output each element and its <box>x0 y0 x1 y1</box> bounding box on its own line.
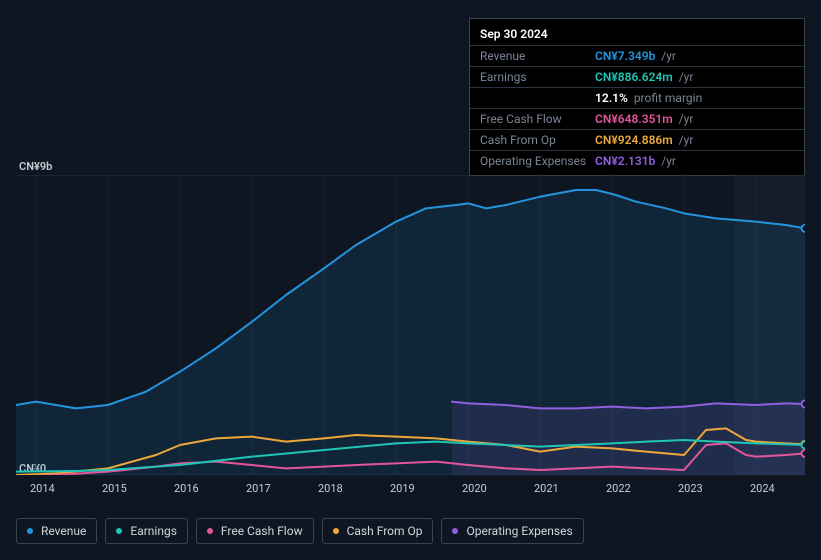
tooltip-row: EarningsCN¥886.624m /yr <box>470 66 804 87</box>
tooltip-metric-value: 12.1% <box>595 91 628 105</box>
tooltip-metric-suffix: profit margin <box>631 91 702 105</box>
y-axis-max-label: CN¥9b <box>19 160 52 173</box>
tooltip-metric-label <box>480 91 595 105</box>
x-axis-label: 2016 <box>166 482 199 495</box>
tooltip-metric-value: CN¥648.351m <box>595 112 673 126</box>
series-end-marker <box>802 442 806 449</box>
x-axis-label: 2023 <box>670 482 703 495</box>
legend-dot <box>452 528 458 534</box>
tooltip-metric-suffix: /yr <box>676 70 694 84</box>
legend-dot <box>27 528 33 534</box>
legend-label: Cash From Op <box>347 524 423 538</box>
tooltip-metric-suffix: /yr <box>676 112 694 126</box>
tooltip-row: Cash From OpCN¥924.886m /yr <box>470 129 804 150</box>
x-axis-label: 2015 <box>94 482 127 495</box>
tooltip-metric-value: CN¥7.349b <box>595 49 655 63</box>
legend-earnings[interactable]: Earnings <box>105 518 188 544</box>
legend-fcf[interactable]: Free Cash Flow <box>196 518 314 544</box>
series-end-marker <box>802 225 806 232</box>
x-axis-label: 2022 <box>598 482 631 495</box>
x-axis-label: 2018 <box>310 482 343 495</box>
x-axis-label: 2024 <box>742 482 775 495</box>
legend-label: Free Cash Flow <box>221 524 303 538</box>
series-fill-opex <box>452 402 805 475</box>
tooltip-metric-label: Free Cash Flow <box>480 112 595 126</box>
legend-label: Operating Expenses <box>466 524 572 538</box>
tooltip-metric-label: Earnings <box>480 70 595 84</box>
chart-legend: Revenue Earnings Free Cash Flow Cash From O… <box>16 518 584 544</box>
legend-cfo[interactable]: Cash From Op <box>322 518 434 544</box>
series-end-marker <box>802 450 806 457</box>
legend-label: Revenue <box>41 524 86 538</box>
x-axis-label: 2019 <box>382 482 415 495</box>
x-axis-label: 2020 <box>454 482 487 495</box>
tooltip-row: 12.1% profit margin <box>470 87 804 108</box>
tooltip-metric-label: Cash From Op <box>480 133 595 147</box>
x-axis-label: 2014 <box>22 482 55 495</box>
tooltip-metric-value: CN¥924.886m <box>595 133 673 147</box>
tooltip-metric-label: Revenue <box>480 49 595 63</box>
legend-dot <box>333 528 339 534</box>
legend-dot <box>116 528 122 534</box>
x-axis-label: 2021 <box>526 482 559 495</box>
tooltip-row: Free Cash FlowCN¥648.351m /yr <box>470 108 804 129</box>
tooltip-metric-suffix: /yr <box>658 49 676 63</box>
chart-plot-area[interactable] <box>16 175 805 475</box>
legend-revenue[interactable]: Revenue <box>16 518 97 544</box>
chart-tooltip: Sep 30 2024 RevenueCN¥7.349b /yrEarnings… <box>469 18 805 176</box>
series-end-marker <box>802 401 806 408</box>
tooltip-metric-suffix: /yr <box>676 133 694 147</box>
legend-opex[interactable]: Operating Expenses <box>441 518 583 544</box>
legend-label: Earnings <box>130 524 177 538</box>
legend-dot <box>207 528 213 534</box>
tooltip-row: RevenueCN¥7.349b /yr <box>470 45 804 66</box>
x-axis-label: 2017 <box>238 482 271 495</box>
tooltip-date: Sep 30 2024 <box>470 23 804 45</box>
tooltip-metric-value: CN¥886.624m <box>595 70 673 84</box>
financials-chart: CN¥9b CN¥0 20142015201620172018201920202… <box>16 160 805 502</box>
